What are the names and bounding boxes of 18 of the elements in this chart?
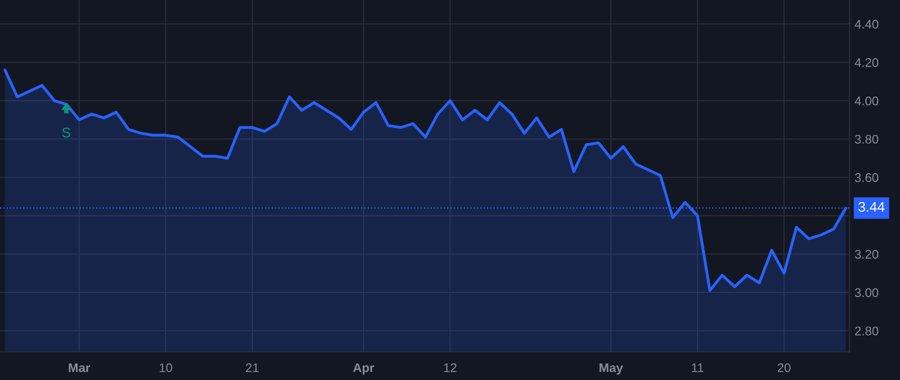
x-tick-label: 12 — [444, 363, 456, 372]
y-tick-label: 4.20 — [854, 58, 878, 67]
x-tick-label: Apr — [353, 363, 374, 375]
y-tick-label: 4.00 — [854, 96, 878, 106]
x-tick-label: 21 — [246, 363, 259, 372]
x-tick-label: 11 — [692, 363, 704, 372]
x-tick-label: 10 — [160, 363, 172, 372]
y-tick-label: 3.00 — [854, 288, 878, 298]
x-tick-label: 20 — [778, 363, 791, 372]
y-tick-label: 4.40 — [854, 20, 878, 29]
annotation: S — [62, 128, 70, 138]
y-tick-label: 3.20 — [854, 250, 878, 259]
y-tick-label: 3.80 — [854, 134, 878, 144]
y-tick-label: 3.60 — [854, 173, 878, 182]
y-tick-label: 2.80 — [855, 326, 878, 336]
ref-line-label: 3.44 — [858, 202, 885, 212]
x-tick-label: Mar — [68, 363, 90, 372]
x-tick-label: May — [600, 363, 624, 375]
